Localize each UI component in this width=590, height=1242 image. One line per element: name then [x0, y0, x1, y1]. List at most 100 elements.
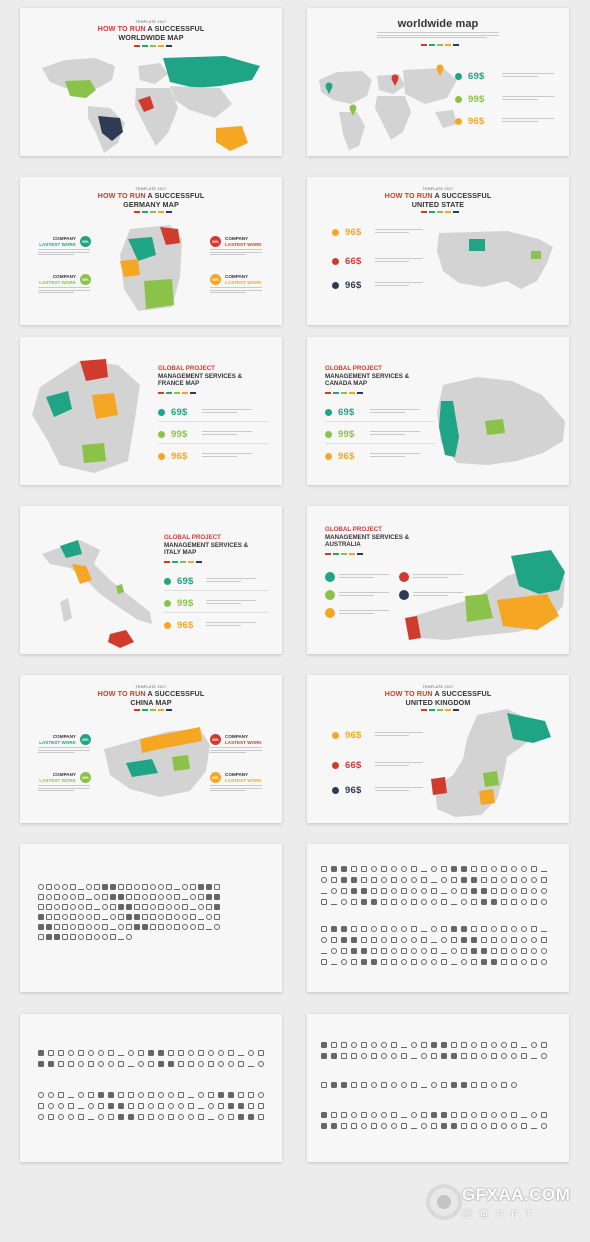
icon-glyph: [341, 959, 347, 965]
slide-title: GLOBAL PROJECT MANAGEMENT SERVICES & FRANC…: [158, 365, 243, 387]
icon-glyph: [431, 866, 437, 872]
icon-glyph: [38, 1061, 44, 1067]
icon-glyph: [58, 1092, 64, 1098]
slide-germany-map[interactable]: TEMPLATE 2017 HOW TO RUN A SUCCESSFUL GER…: [20, 177, 282, 325]
icon-glyph: [351, 959, 357, 965]
slide-china-map[interactable]: TEMPLATE 2017 HOW TO RUN A SUCCESSFUL CHI…: [20, 675, 282, 823]
icon-glyph: [441, 866, 447, 872]
icon-glyph: [451, 1112, 457, 1118]
icon-glyph: [381, 866, 387, 872]
slide-icons-4[interactable]: [307, 1014, 569, 1162]
icon-glyph: [46, 914, 52, 920]
icon-glyph: [188, 1114, 194, 1120]
icon-glyph: [421, 899, 427, 905]
icon-glyph: [451, 866, 457, 872]
company-desc: [210, 249, 262, 257]
icon-glyph: [166, 924, 172, 930]
icon-glyph: [361, 959, 367, 965]
icon-glyph: [78, 894, 84, 900]
icon-glyph: [391, 877, 397, 883]
watermark-sub: 图 鱼 P P T: [462, 1209, 535, 1219]
icon-glyph: [46, 924, 52, 930]
icon-glyph: [511, 1082, 517, 1088]
icon-glyph: [62, 904, 68, 910]
icon-glyph: [68, 1061, 74, 1067]
company-label: COMPANY LASTEST WORK: [39, 734, 76, 745]
icon-set-3: [321, 926, 551, 970]
icon-glyph: [58, 1103, 64, 1109]
slide-united-kingdom-map[interactable]: TEMPLATE 2017 HOW TO RUN A SUCCESSFUL UNI…: [307, 675, 569, 823]
icon-glyph: [461, 1112, 467, 1118]
icon-glyph: [411, 899, 417, 905]
color-bars: [325, 553, 363, 555]
icon-glyph: [46, 904, 52, 910]
icon-glyph: [421, 948, 427, 954]
slide-icons-2[interactable]: [307, 844, 569, 992]
slide-canada-map[interactable]: GLOBAL PROJECT MANAGEMENT SERVICES & CANAD…: [307, 337, 569, 485]
icon-glyph: [381, 1042, 387, 1048]
slide-icons-3[interactable]: [20, 1014, 282, 1162]
divider: [325, 421, 435, 422]
icon-glyph: [174, 904, 180, 910]
icon-glyph: [421, 959, 427, 965]
icon-glyph: [471, 1042, 477, 1048]
legend-dot-orange: [332, 732, 339, 739]
icon-glyph: [351, 1082, 357, 1088]
icon-glyph: [361, 866, 367, 872]
icon-glyph: [148, 1103, 154, 1109]
icon-glyph: [511, 866, 517, 872]
icon-glyph: [110, 904, 116, 910]
divider: [325, 443, 435, 444]
icon-glyph: [461, 899, 467, 905]
icon-glyph: [138, 1050, 144, 1056]
slide-australia-map[interactable]: GLOBAL PROJECT MANAGEMENT SERVICES & AUSTR…: [307, 506, 569, 654]
icon-glyph: [58, 1061, 64, 1067]
badge-red: 69%: [210, 734, 221, 745]
icon-glyph: [108, 1103, 114, 1109]
icon-glyph: [94, 894, 100, 900]
icon-glyph: [190, 884, 196, 890]
icon-glyph: [381, 1053, 387, 1059]
icon-glyph: [68, 1103, 74, 1109]
icon-glyph: [208, 1103, 214, 1109]
icon-glyph: [511, 1042, 517, 1048]
icon-glyph: [248, 1103, 254, 1109]
icon-glyph: [391, 959, 397, 965]
icon-glyph: [471, 1112, 477, 1118]
icon-glyph: [511, 926, 517, 932]
icon-glyph: [331, 1053, 337, 1059]
icon-glyph: [48, 1050, 54, 1056]
icon-glyph: [174, 924, 180, 930]
slide-worldwide-map-1[interactable]: TEMPLATE 2017 HOW TO RUN A SUCCESSFUL WOR…: [20, 8, 282, 156]
slide-icons-1[interactable]: [20, 844, 282, 992]
icon-glyph: [198, 894, 204, 900]
icon-set-6: [321, 1042, 551, 1064]
divider: [158, 421, 268, 422]
icon-glyph: [70, 894, 76, 900]
slide-italy-map[interactable]: GLOBAL PROJECT MANAGEMENT SERVICES & ITALY…: [20, 506, 282, 654]
icon-glyph: [411, 1123, 417, 1129]
icon-glyph: [198, 1061, 204, 1067]
legend-dot-navy: [332, 282, 339, 289]
icon-glyph: [168, 1092, 174, 1098]
icon-glyph: [491, 899, 497, 905]
icon-glyph: [411, 948, 417, 954]
icon-glyph: [142, 894, 148, 900]
slide-worldwide-map-2[interactable]: worldwide map 69$ 99$ 96$: [307, 8, 569, 156]
icon-glyph: [351, 948, 357, 954]
icon-glyph: [481, 1123, 487, 1129]
icon-glyph: [471, 866, 477, 872]
icon-glyph: [102, 914, 108, 920]
icon-glyph: [451, 888, 457, 894]
icon-glyph: [521, 1042, 527, 1048]
icon-glyph: [531, 937, 537, 943]
icon-glyph: [491, 1112, 497, 1118]
icon-glyph: [471, 926, 477, 932]
icon-set-7: [321, 1082, 551, 1093]
icon-glyph: [78, 1103, 84, 1109]
slide-united-state-map[interactable]: TEMPLATE 2017 HOW TO RUN A SUCCESSFUL UNI…: [307, 177, 569, 325]
slide-france-map[interactable]: GLOBAL PROJECT MANAGEMENT SERVICES & FRANC…: [20, 337, 282, 485]
icon-glyph: [70, 924, 76, 930]
desc-1: [206, 578, 256, 583]
icon-glyph: [128, 1103, 134, 1109]
